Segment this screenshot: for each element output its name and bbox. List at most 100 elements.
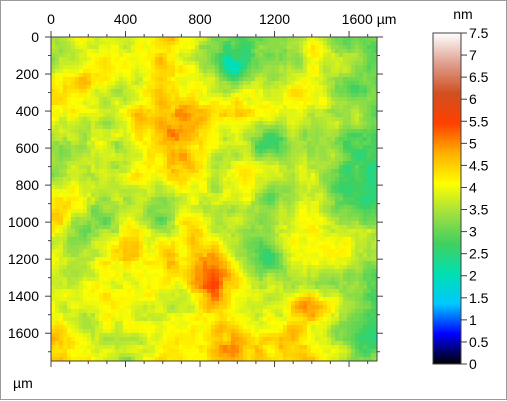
- heatmap-cell: [55, 69, 60, 74]
- heatmap-cell: [347, 121, 352, 126]
- heatmap-cell: [283, 73, 288, 78]
- heatmap-cell: [331, 241, 336, 246]
- heatmap-cell: [75, 177, 80, 182]
- heatmap-cell: [351, 185, 356, 190]
- heatmap-cell: [131, 109, 136, 114]
- heatmap-cell: [279, 169, 284, 174]
- heatmap-cell: [207, 237, 212, 242]
- heatmap-cell: [303, 177, 308, 182]
- heatmap-cell: [283, 37, 288, 42]
- heatmap-cell: [299, 105, 304, 110]
- heatmap-cell: [287, 113, 292, 118]
- heatmap-cell: [279, 57, 284, 62]
- heatmap-cell: [307, 261, 312, 266]
- heatmap-cell: [239, 69, 244, 74]
- heatmap-cell: [131, 97, 136, 102]
- heatmap-cell: [215, 105, 220, 110]
- heatmap-cell: [195, 37, 200, 42]
- heatmap-cell: [207, 145, 212, 150]
- heatmap-cell: [211, 81, 216, 86]
- heatmap-cell: [139, 117, 144, 122]
- heatmap-cell: [247, 193, 252, 198]
- heatmap-cell: [235, 205, 240, 210]
- heatmap-cell: [271, 57, 276, 62]
- heatmap-cell: [227, 165, 232, 170]
- heatmap-cell: [67, 265, 72, 270]
- heatmap-cell: [203, 89, 208, 94]
- heatmap-cell: [159, 101, 164, 106]
- heatmap-cell: [247, 201, 252, 206]
- heatmap-cell: [171, 97, 176, 102]
- heatmap-cell: [159, 105, 164, 110]
- heatmap-cell: [99, 265, 104, 270]
- heatmap-cell: [191, 245, 196, 250]
- heatmap-cell: [187, 221, 192, 226]
- heatmap-cell: [131, 197, 136, 202]
- heatmap-cell: [159, 237, 164, 242]
- heatmap-cell: [223, 177, 228, 182]
- heatmap-cell: [323, 213, 328, 218]
- heatmap-cell: [95, 61, 100, 66]
- heatmap-cell: [179, 173, 184, 178]
- heatmap-cell: [239, 129, 244, 134]
- heatmap-cell: [367, 161, 372, 166]
- heatmap-cell: [351, 125, 356, 130]
- heatmap-cell: [83, 221, 88, 226]
- heatmap-cell: [315, 197, 320, 202]
- heatmap-cell: [139, 221, 144, 226]
- heatmap-cell: [127, 221, 132, 226]
- heatmap-cell: [87, 157, 92, 162]
- heatmap-cell: [59, 237, 64, 242]
- heatmap-cell: [123, 41, 128, 46]
- heatmap-cell: [179, 61, 184, 66]
- heatmap-cell: [75, 201, 80, 206]
- heatmap-cell: [307, 189, 312, 194]
- heatmap-cell: [347, 89, 352, 94]
- heatmap-cell: [55, 117, 60, 122]
- heatmap-cell: [99, 137, 104, 142]
- heatmap-cell: [139, 253, 144, 258]
- heatmap-cell: [207, 93, 212, 98]
- heatmap-cell: [251, 165, 256, 170]
- heatmap-cell: [235, 45, 240, 50]
- heatmap-cell: [303, 153, 308, 158]
- heatmap-cell: [147, 233, 152, 238]
- heatmap-cell: [163, 277, 168, 282]
- heatmap-cell: [283, 153, 288, 158]
- heatmap-cell: [235, 85, 240, 90]
- heatmap-cell: [187, 237, 192, 242]
- heatmap-cell: [67, 137, 72, 142]
- heatmap-cell: [215, 197, 220, 202]
- heatmap-cell: [191, 257, 196, 262]
- heatmap-cell: [315, 233, 320, 238]
- heatmap-cell: [179, 69, 184, 74]
- heatmap-cell: [259, 197, 264, 202]
- heatmap-cell: [283, 265, 288, 270]
- heatmap-cell: [115, 245, 120, 250]
- heatmap-cell: [287, 273, 292, 278]
- heatmap-cell: [55, 101, 60, 106]
- heatmap-cell: [75, 97, 80, 102]
- heatmap-cell: [147, 61, 152, 66]
- heatmap-cell: [235, 89, 240, 94]
- heatmap-cell: [207, 173, 212, 178]
- heatmap-cell: [259, 269, 264, 274]
- heatmap-cell: [103, 117, 108, 122]
- heatmap-cell: [191, 145, 196, 150]
- heatmap-cell: [183, 205, 188, 210]
- heatmap-cell: [127, 205, 132, 210]
- heatmap-cell: [371, 37, 376, 42]
- heatmap-cell: [259, 257, 264, 262]
- heatmap-cell: [351, 245, 356, 250]
- heatmap-cell: [139, 65, 144, 70]
- heatmap-cell: [263, 137, 268, 142]
- heatmap-cell: [351, 265, 356, 270]
- heatmap-cell: [211, 141, 216, 146]
- heatmap-cell: [235, 125, 240, 130]
- heatmap-cell: [319, 113, 324, 118]
- heatmap-cell: [323, 165, 328, 170]
- heatmap-cell: [255, 177, 260, 182]
- heatmap-cell: [235, 109, 240, 114]
- heatmap-cell: [55, 193, 60, 198]
- heatmap-cell: [375, 257, 377, 262]
